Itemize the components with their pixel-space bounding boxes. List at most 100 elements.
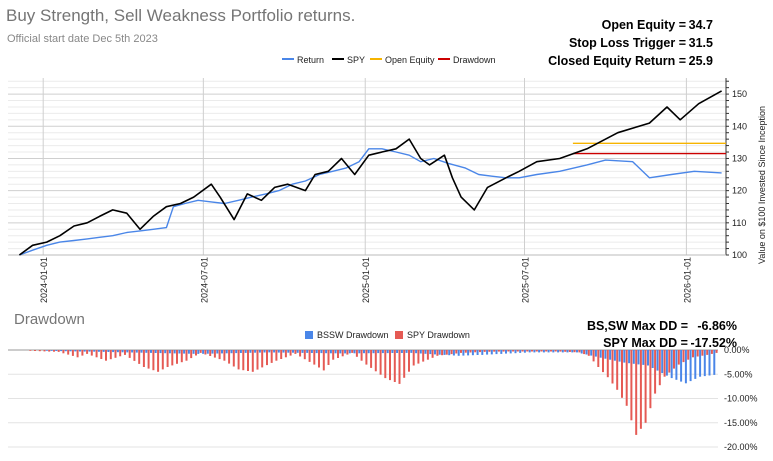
bssw-dd-bar: [471, 350, 474, 356]
spy-dd-bar: [531, 350, 533, 352]
open-equity-value: 34.7: [688, 18, 713, 32]
bssw-dd-bar: [613, 350, 616, 361]
bssw-dd-bar: [599, 350, 602, 358]
spy-dd-bar: [710, 350, 713, 354]
bssw-dd-bar: [60, 350, 63, 352]
bssw-dd-bar: [221, 350, 223, 354]
spy-dd-bar: [417, 350, 420, 364]
bssw-dd-bar: [154, 350, 157, 353]
spy-dd-bar: [715, 350, 718, 353]
bssw-dd-bar: [112, 350, 115, 353]
legend-drawdown-label: Drawdown: [453, 55, 496, 65]
y-tick-label: 150: [732, 89, 747, 99]
spy-dd-bar: [318, 350, 320, 368]
spy-dd-bar: [43, 350, 46, 352]
bssw-dd-bar: [623, 350, 626, 363]
spy-dd-bar: [393, 350, 396, 382]
bssw-dd-bar: [386, 350, 389, 354]
spy-dd-bar: [616, 350, 619, 390]
bssw-dd-bar: [699, 350, 702, 377]
bssw-dd-bar: [434, 350, 436, 355]
bssw-dd-bar: [320, 350, 323, 354]
bssw-dd-bar: [135, 350, 138, 353]
bssw-dd-bar: [235, 350, 238, 354]
returns-gridlines: [8, 78, 726, 256]
bssw-dd-bar: [452, 350, 455, 356]
spy-dd-bar: [692, 350, 694, 358]
bssw-dd-bar: [50, 350, 53, 351]
spy-dd-bar: [341, 350, 344, 357]
bssw-dd-bar: [538, 350, 541, 353]
legend-spy-dd-label: SPY Drawdown: [407, 330, 470, 340]
bssw-dd-bar: [481, 350, 484, 355]
bssw-dd-bar: [168, 350, 171, 354]
spy-dd-bar: [53, 350, 55, 352]
spy-dd-bar: [289, 350, 292, 356]
spy-dd-bar: [431, 350, 434, 358]
bssw-dd-bar: [552, 350, 555, 353]
bssw-dd-bar: [325, 350, 328, 354]
spy-dd-bar: [408, 350, 410, 372]
spy-dd-bar: [327, 350, 330, 365]
bssw-dd-bar: [258, 350, 261, 353]
bssw-dd-bar: [661, 350, 664, 374]
spy-dd-bar: [389, 350, 391, 381]
bssw-dd-bar: [239, 350, 242, 353]
spy-dd-bar: [218, 350, 221, 360]
bssw-dd-bar: [684, 350, 687, 384]
bssw-dd-bar: [74, 350, 77, 352]
bssw-dd-bar: [358, 350, 361, 354]
spy-dd-bar: [185, 350, 188, 361]
spy-dd-bar: [152, 350, 155, 371]
bssw-dd-bar: [486, 350, 489, 355]
bssw-dd-bar: [83, 350, 86, 352]
spy-dd-bar: [630, 350, 633, 421]
spy-dd-bar: [687, 350, 690, 360]
bssw-dd-bar: [353, 350, 356, 354]
spy-dd-bar: [512, 350, 515, 352]
bssw-dd-bar: [287, 350, 290, 353]
spy-dd-bar: [554, 350, 557, 352]
spy-dd-bar: [62, 350, 65, 354]
bssw-dd-bar: [254, 350, 257, 353]
bssw-dd-bar: [88, 350, 91, 352]
bssw-dd-bar: [594, 350, 597, 357]
spy-dd-bar: [587, 350, 590, 356]
bssw-dd-bar: [79, 350, 81, 352]
bssw-dd-bar: [363, 350, 365, 354]
spy-dd-bar: [682, 350, 685, 363]
spy-dd-bar: [479, 350, 481, 353]
spy-dd-bar: [128, 350, 131, 358]
bssw-dd-bar: [703, 350, 706, 377]
spy-dd-bar: [384, 350, 387, 379]
y-tick-label: 130: [732, 153, 747, 163]
open-equity-label: Open Equity =: [601, 18, 686, 32]
spy-dd-bar: [355, 350, 358, 357]
bssw-dd-bar: [509, 350, 512, 354]
spy-dd-bar: [564, 350, 567, 352]
spy-dd-bar: [299, 350, 302, 357]
spy-dd-bar: [105, 350, 107, 361]
bssw-dd-bar: [150, 350, 152, 353]
bssw-dd-bar: [680, 350, 683, 382]
bssw-dd-bar: [93, 350, 96, 352]
page-subtitle: Official start date Dec 5th 2023: [7, 33, 158, 45]
spy-dd-bar: [76, 350, 79, 358]
spy-dd-bar: [583, 350, 586, 355]
bssw-dd-bar: [55, 350, 58, 351]
spy-dd-bar: [270, 350, 273, 363]
spy-dd-bar: [445, 350, 448, 355]
bssw-dd-bar: [277, 350, 280, 353]
spy-dd-bar: [535, 350, 538, 352]
spy-dd-bar: [422, 350, 425, 362]
spy-dd-bar: [213, 350, 216, 358]
bssw-dd-bar: [628, 350, 631, 364]
bssw-dd-bar: [670, 350, 673, 379]
spy-dd-bar: [426, 350, 429, 360]
spy-dd-bar: [100, 350, 103, 359]
spy-dd-bar: [57, 350, 60, 352]
bssw-dd-bar: [173, 350, 176, 354]
spy-dd-bar: [497, 350, 500, 352]
spy-dd-bar: [176, 350, 178, 364]
closed-equity-value: 25.9: [688, 54, 713, 68]
